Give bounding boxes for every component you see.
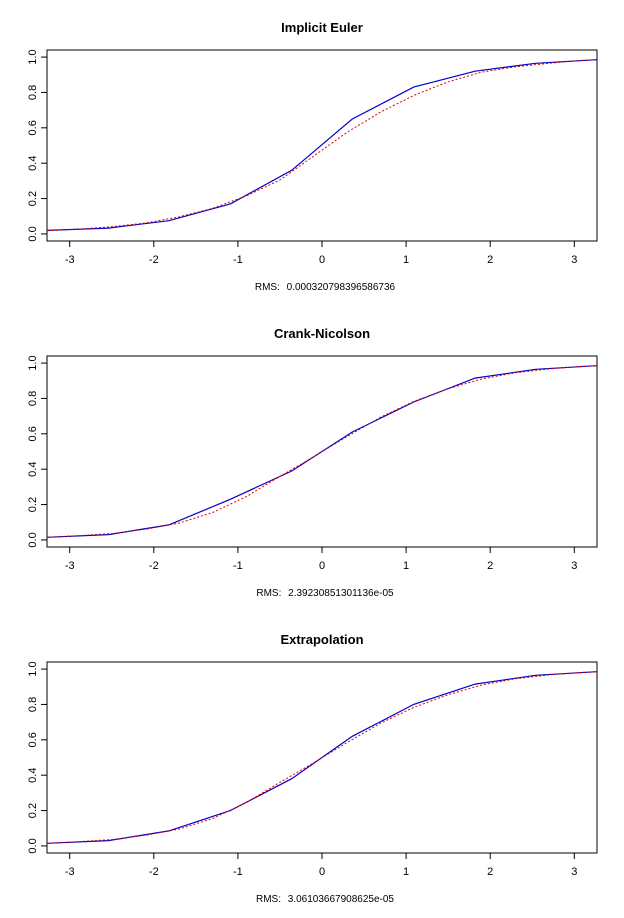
y-tick-label: 0.4: [27, 462, 39, 477]
x-tick-label: -3: [65, 866, 75, 878]
chart-panel-1: Implicit Euler -3 -2 -1 0 1 2 3 0.0 0.2 0.4 0.6 0.8 1…: [27, 20, 598, 293]
x-tick-label: 2: [487, 866, 493, 878]
x-tick-label: -1: [233, 560, 243, 572]
x-tick-label: 0: [319, 560, 325, 572]
y-tick-label: 0.4: [27, 768, 39, 783]
rms-label: RMS: 3.06103667908625e-05: [256, 894, 394, 905]
y-tick-label: 0.0: [27, 838, 39, 853]
x-tick-label: -2: [149, 866, 159, 878]
reference-line: [46, 59, 598, 232]
x-tick-label: 0: [319, 866, 325, 878]
y-tick-label: 0.0: [27, 532, 39, 547]
y-tick-label: 1.0: [27, 661, 39, 676]
y-tick-label: 0.2: [27, 497, 39, 512]
chart-title: Crank-Nicolson: [274, 326, 370, 341]
y-tick-label: 0.8: [27, 85, 39, 100]
rms-label: RMS: 0.000320798396586736: [255, 282, 396, 293]
y-tick-label: 0.6: [27, 732, 39, 747]
x-tick-label: 3: [571, 560, 577, 572]
rms-value: 0.000320798396586736: [287, 282, 396, 293]
x-tick-label: -3: [65, 560, 75, 572]
x-tick-label: -3: [65, 254, 75, 266]
y-tick-label: 0.0: [27, 226, 39, 241]
x-tick-label: -2: [149, 560, 159, 572]
x-tick-label: -1: [233, 866, 243, 878]
x-tick-label: 0: [319, 254, 325, 266]
reference-line: [46, 365, 598, 538]
rms-prefix: RMS:: [255, 282, 283, 293]
x-tick-label: 1: [403, 866, 409, 878]
x-tick-label: 3: [571, 866, 577, 878]
y-tick-label: 0.8: [27, 391, 39, 406]
y-tick-label: 0.2: [27, 191, 39, 206]
rms-label: RMS: 2.39230851301136e-05: [256, 588, 394, 599]
x-tick-label: -1: [233, 254, 243, 266]
approximation-line: [46, 59, 598, 231]
chart-panel-3: Extrapolation -3 -2 -1 0 1 2 3 0.0 0.2 0.4 0.6 0.8 1.…: [27, 632, 598, 905]
x-tick-label: 1: [403, 560, 409, 572]
chart-title: Extrapolation: [280, 632, 363, 647]
rms-value: 2.39230851301136e-05: [288, 588, 394, 599]
y-tick-label: 0.8: [27, 697, 39, 712]
x-tick-label: 2: [487, 254, 493, 266]
rms-value: 3.06103667908625e-05: [288, 894, 395, 905]
y-tick-label: 0.4: [27, 156, 39, 171]
rms-prefix: RMS:: [256, 894, 284, 905]
y-tick-label: 1.0: [27, 49, 39, 64]
x-tick-label: 3: [571, 254, 577, 266]
y-tick-label: 0.6: [27, 120, 39, 135]
x-tick-label: -2: [149, 254, 159, 266]
y-tick-label: 0.6: [27, 426, 39, 441]
y-tick-label: 1.0: [27, 355, 39, 370]
x-tick-label: 1: [403, 254, 409, 266]
x-tick-label: 2: [487, 560, 493, 572]
chart-title: Implicit Euler: [281, 20, 363, 35]
chart-panel-2: Crank-Nicolson -3 -2 -1 0 1 2 3 0.0 0.2 0.4 0.6 0.8 1…: [27, 326, 598, 599]
reference-line: [46, 671, 598, 844]
rms-prefix: RMS:: [256, 588, 284, 599]
y-tick-label: 0.2: [27, 803, 39, 818]
plot-frame: [46, 49, 598, 242]
